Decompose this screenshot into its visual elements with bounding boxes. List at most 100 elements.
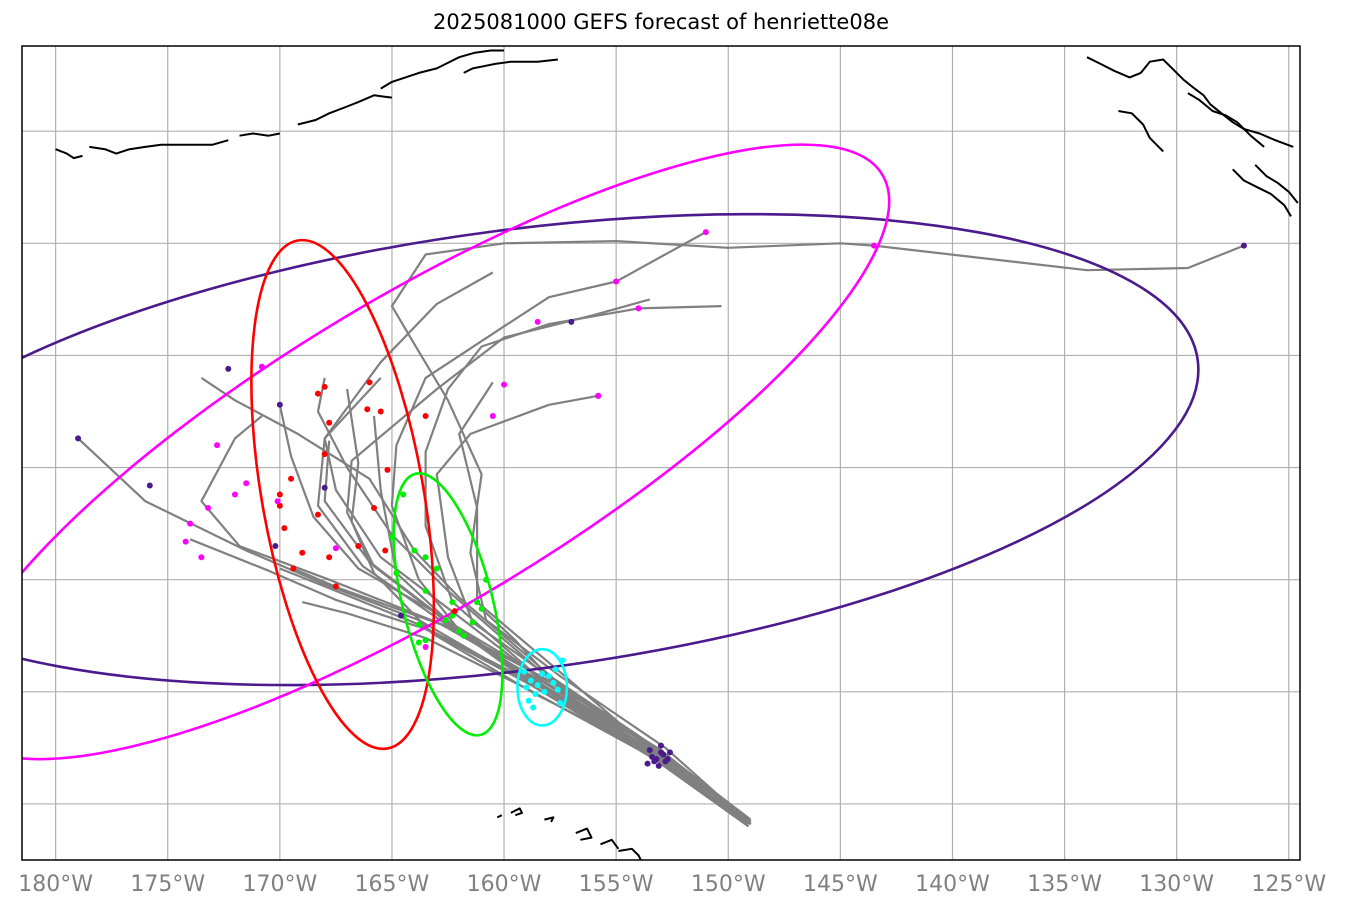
- cyan-position-point: [523, 684, 530, 691]
- lon-tick-label: 180°W: [18, 872, 93, 897]
- ensemble-track: [77, 437, 750, 828]
- cyan-position-point: [527, 677, 534, 684]
- coastline: [575, 827, 593, 841]
- ensemble-track: [390, 240, 1245, 825]
- red-position-point: [355, 543, 362, 550]
- green-position-point: [422, 587, 429, 594]
- cyan-position-point: [545, 673, 552, 680]
- ensemble-track: [302, 601, 752, 826]
- purple-position-point: [644, 760, 651, 767]
- red-position-point: [321, 383, 328, 390]
- green-position-point: [388, 534, 395, 541]
- coastline: [1118, 110, 1164, 153]
- cyan-position-point: [554, 686, 561, 693]
- cyan-position-point: [559, 657, 566, 664]
- magenta-position-point: [243, 480, 250, 487]
- red-position-point: [326, 554, 333, 561]
- ensemble-track: [316, 377, 752, 821]
- red-uncertainty-ellipse: [250, 238, 436, 751]
- red-position-point: [366, 379, 373, 386]
- red-position-point: [276, 491, 283, 498]
- magenta-position-point: [595, 392, 602, 399]
- lon-tick-label: 170°W: [242, 872, 317, 897]
- magenta-position-point: [332, 545, 339, 552]
- magenta-uncertainty-ellipse: [22, 143, 891, 761]
- purple-position-point: [664, 756, 671, 763]
- red-position-point: [299, 549, 306, 556]
- coastline: [544, 816, 555, 823]
- purple-position-point: [276, 401, 283, 408]
- magenta-position-point: [422, 643, 429, 650]
- cyan-position-point: [532, 691, 539, 698]
- green-position-point: [456, 628, 463, 635]
- ensemble-track: [189, 538, 752, 823]
- coastline: [239, 132, 280, 137]
- forecast-positions: [75, 229, 1247, 769]
- green-position-point: [474, 599, 481, 606]
- lon-tick-label: 160°W: [467, 872, 542, 897]
- purple-position-point: [146, 482, 153, 489]
- cyan-uncertainty-ellipse: [516, 647, 569, 727]
- magenta-position-point: [232, 491, 238, 498]
- coastline: [496, 814, 503, 819]
- ensemble-track: [323, 377, 750, 825]
- red-position-point: [276, 502, 283, 509]
- graticule: [22, 46, 1300, 860]
- lon-tick-label: 175°W: [130, 872, 205, 897]
- red-position-point: [364, 406, 371, 413]
- red-position-point: [332, 583, 339, 590]
- green-position-point: [469, 619, 476, 626]
- magenta-position-point: [534, 318, 541, 325]
- green-position-point: [483, 576, 490, 583]
- lon-tick-label: 165°W: [355, 872, 430, 897]
- magenta-position-point: [187, 520, 194, 527]
- coastline: [297, 94, 393, 126]
- green-position-point: [400, 491, 407, 498]
- magenta-position-point: [871, 242, 877, 249]
- lon-tick-label: 140°W: [915, 872, 990, 897]
- uncertainty-ellipses: [22, 143, 1200, 761]
- green-position-point: [460, 632, 467, 639]
- magenta-position-point: [489, 413, 496, 419]
- coastline: [510, 807, 523, 817]
- cyan-position-point: [534, 682, 541, 689]
- chart-title: 2025081000 GEFS forecast of henriette08e: [432, 10, 889, 34]
- red-position-point: [321, 451, 328, 458]
- purple-uncertainty-ellipse: [22, 212, 1200, 687]
- ensemble-track: [292, 567, 750, 823]
- purple-position-point: [568, 318, 575, 325]
- red-position-point: [451, 608, 458, 615]
- cyan-position-point: [525, 697, 532, 704]
- magenta-position-point: [258, 363, 265, 370]
- magenta-position-point: [702, 229, 709, 236]
- lon-tick-label: 145°W: [803, 872, 878, 897]
- purple-position-point: [649, 753, 656, 760]
- ensemble-track: [346, 298, 750, 825]
- cyan-position-point: [530, 704, 537, 711]
- red-position-point: [288, 475, 295, 482]
- coastline: [55, 148, 83, 160]
- red-position-point: [290, 565, 297, 572]
- coastline: [380, 49, 505, 90]
- cyan-position-point: [539, 670, 546, 677]
- green-uncertainty-ellipse: [392, 472, 504, 737]
- green-position-point: [442, 617, 449, 624]
- green-position-point: [422, 554, 429, 561]
- coastline: [1187, 92, 1265, 148]
- green-position-point: [433, 565, 440, 572]
- purple-position-point: [646, 747, 653, 754]
- purple-position-point: [397, 612, 404, 619]
- cyan-position-point: [521, 668, 528, 675]
- cyan-position-point: [552, 666, 559, 673]
- map-frame: [21, 45, 1301, 861]
- green-position-point: [415, 639, 422, 646]
- red-position-point: [377, 408, 384, 415]
- ensemble-tracks: [77, 231, 1245, 828]
- red-position-point: [422, 413, 429, 419]
- lon-tick-label: 130°W: [1139, 872, 1214, 897]
- cyan-position-point: [550, 679, 557, 686]
- green-position-point: [449, 612, 456, 619]
- coastline: [600, 838, 620, 850]
- red-position-point: [314, 390, 321, 397]
